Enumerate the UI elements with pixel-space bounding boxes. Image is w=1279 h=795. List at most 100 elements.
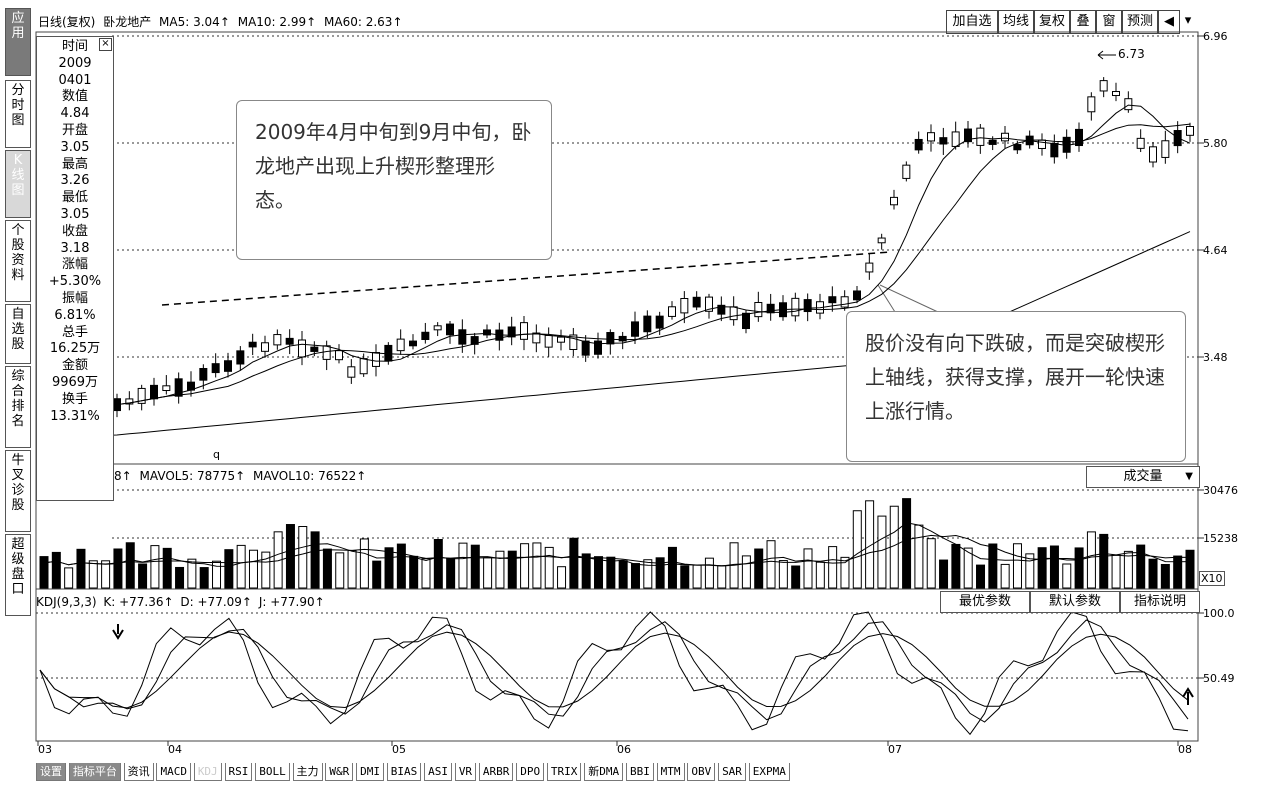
volume-bar — [569, 537, 579, 589]
tab-settings[interactable]: 设置 — [36, 763, 66, 781]
volume-bar — [655, 557, 665, 589]
adjust-button[interactable]: 复权 — [1034, 10, 1070, 34]
volume-bar — [76, 548, 86, 589]
volume-bar — [261, 551, 271, 589]
volume-bar — [384, 547, 394, 589]
chart-header: 日线(复权) 卧龙地产 MA5: 3.04↑ MA10: 2.99↑ MA60:… — [38, 13, 403, 30]
candlestick — [532, 332, 541, 344]
volume-bar — [852, 510, 862, 589]
tab-new-dma[interactable]: 新DMA — [584, 763, 624, 781]
indicator-select[interactable]: 成交量 ▼ — [1086, 466, 1200, 488]
x-axis-label: 04 — [168, 743, 182, 756]
forecast-button[interactable]: 预测 — [1122, 10, 1158, 34]
candlestick — [557, 336, 565, 343]
nav-super-quote[interactable]: 超级盘口 — [5, 534, 31, 616]
candlestick — [705, 296, 713, 312]
x-axis-label: 03 — [38, 743, 52, 756]
kdj-arrows — [112, 624, 1194, 705]
info-label: 时间 — [61, 39, 88, 54]
volume-bar — [236, 544, 246, 589]
peak-label: 6.73 — [1118, 47, 1145, 61]
volume-bar — [1136, 544, 1146, 589]
info-label: 金额 — [61, 358, 88, 374]
nav-ranking[interactable]: 综合排名 — [5, 366, 31, 448]
tab-vr[interactable]: VR — [454, 763, 477, 781]
overlay-button[interactable]: 叠 — [1070, 10, 1096, 34]
info-label: 振幅 — [61, 290, 88, 306]
tab-trix[interactable]: TRIX — [546, 763, 582, 781]
tab-indicator-platform[interactable]: 指标平台 — [68, 763, 121, 781]
candlestick — [754, 302, 763, 318]
tab-rsi[interactable]: RSI — [224, 763, 253, 781]
ma-button[interactable]: 均线 — [998, 10, 1034, 34]
indicator-help-button[interactable]: 指标说明 — [1120, 591, 1200, 613]
nav-stock-info[interactable]: 个股资料 — [5, 220, 31, 302]
volume-bar — [125, 542, 135, 589]
window-button[interactable]: 窗 — [1096, 10, 1122, 34]
volume-bar — [39, 556, 49, 589]
info-label: 数值 — [61, 89, 88, 105]
tab-boll[interactable]: BOLL — [255, 763, 290, 781]
tab-kdj[interactable]: KDJ — [193, 763, 222, 781]
tab-dmi[interactable]: DMI — [356, 763, 384, 781]
candlestick — [1161, 140, 1170, 158]
volume-bar — [1025, 553, 1035, 589]
candlestick — [1013, 144, 1022, 151]
candlestick — [668, 306, 676, 317]
wedge-upper-trendline — [161, 251, 891, 306]
volume-bar — [828, 546, 838, 589]
nav-diagnosis[interactable]: 牛叉诊股 — [5, 450, 31, 532]
tab-obv[interactable]: OBV — [687, 763, 716, 781]
volume-bar — [704, 557, 714, 589]
nav-app[interactable]: 应用 — [5, 8, 31, 76]
nav-watchlist[interactable]: 自选股 — [5, 304, 31, 364]
info-value: 2009 — [58, 55, 92, 71]
volume-bar — [1086, 531, 1096, 589]
tab-bbi[interactable]: BBI — [625, 763, 654, 781]
volume-bar — [101, 560, 111, 589]
chevron-down-icon[interactable]: ▾ — [1180, 10, 1196, 32]
volume-bar — [557, 566, 567, 589]
tab-expma[interactable]: EXPMA — [748, 763, 790, 781]
info-value: 3.05 — [60, 139, 90, 155]
candlestick — [976, 127, 985, 146]
volume-bar — [187, 558, 197, 589]
back-icon[interactable]: ◀ — [1158, 10, 1180, 34]
down-arrow-icon — [112, 624, 124, 640]
volume-bar — [396, 543, 406, 589]
indicator-tabs: 设置 指标平台 资讯 MACD KDJ RSI BOLL 主力 W&R DMI … — [36, 763, 790, 781]
x-axis-label: 06 — [617, 743, 631, 756]
add-watchlist-button[interactable]: 加自选 — [946, 10, 998, 34]
volume-bar — [717, 565, 727, 589]
tab-bias[interactable]: BIAS — [386, 763, 422, 781]
candlestick — [680, 298, 689, 314]
tab-macd[interactable]: MACD — [156, 763, 191, 781]
candlestick — [273, 334, 282, 346]
data-info-panel: × 时间 2009 0401 数值 4.84 开盘 3.05 最高 3.26 最… — [36, 36, 114, 501]
volume-bar — [963, 547, 973, 589]
volume-bar — [359, 538, 369, 589]
candlestick — [692, 296, 701, 308]
default-params-button[interactable]: 默认参数 — [1030, 591, 1120, 613]
tab-wr[interactable]: W&R — [325, 763, 354, 781]
tab-arbr[interactable]: ARBR — [478, 763, 514, 781]
optimal-params-button[interactable]: 最优参数 — [940, 591, 1030, 613]
close-icon[interactable]: × — [99, 38, 112, 51]
tab-main-force[interactable]: 主力 — [292, 763, 323, 781]
candlestick — [1087, 96, 1096, 113]
tab-asi[interactable]: ASI — [424, 763, 452, 781]
volume-bar — [175, 566, 185, 589]
info-value: 13.31% — [50, 408, 100, 424]
up-arrow-icon: ↑ — [392, 15, 403, 29]
nav-timeshare[interactable]: 分时图 — [5, 80, 31, 148]
volume-bar — [630, 563, 640, 589]
up-arrow-icon: ↑ — [121, 469, 132, 483]
nav-kline[interactable]: K线图 — [5, 150, 31, 218]
tab-news[interactable]: 资讯 — [123, 763, 154, 781]
volume-bar — [409, 555, 419, 589]
tab-sar[interactable]: SAR — [718, 763, 746, 781]
volume-bar — [1099, 533, 1109, 589]
tab-dpo[interactable]: DPO — [516, 763, 545, 781]
indicator-select-label: 成交量 — [1123, 469, 1163, 484]
tab-mtm[interactable]: MTM — [656, 763, 685, 781]
